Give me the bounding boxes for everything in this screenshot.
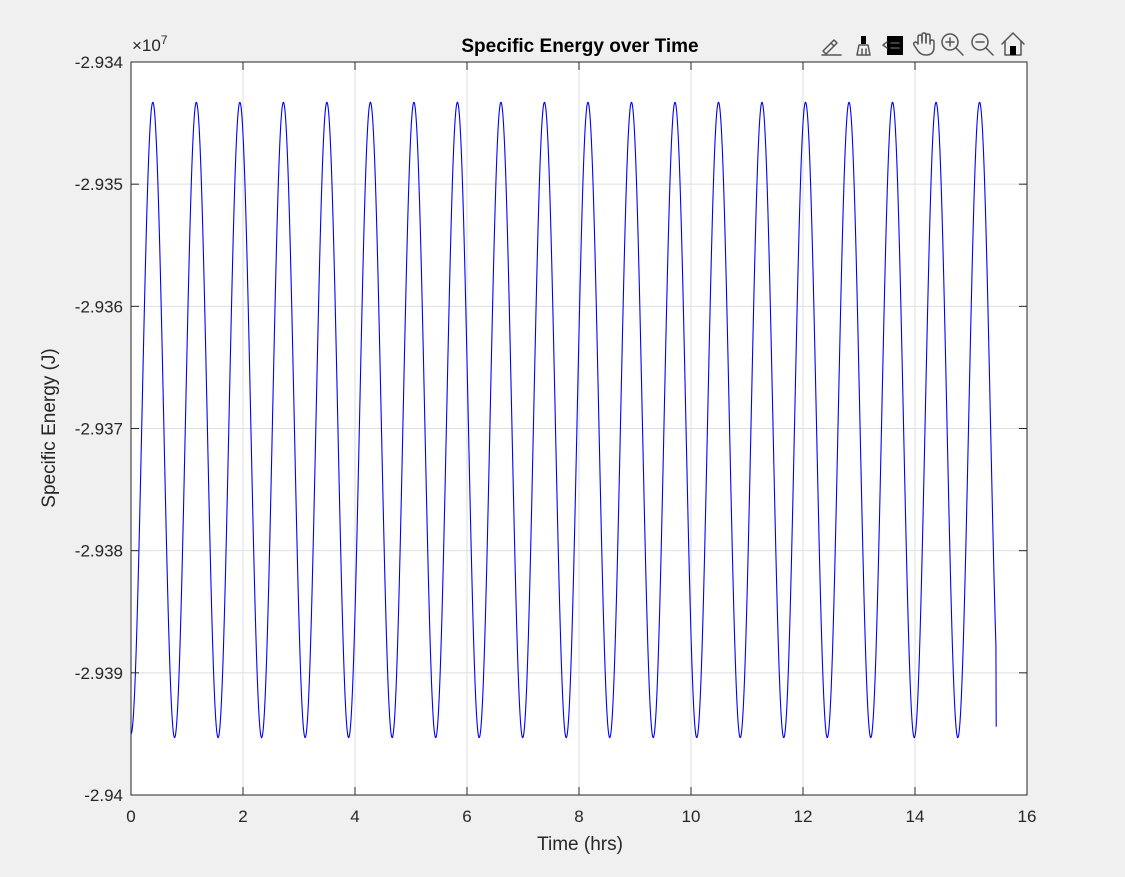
y-tick-labels: -2.94 -2.939 -2.938 -2.937 -2.936 -2.935 -2.93…	[75, 53, 123, 805]
y-tick-label: -2.935	[75, 175, 123, 194]
x-tick-labels: 0 2 4 6 8 10 12 14 16	[126, 807, 1036, 826]
edit-icon[interactable]	[819, 33, 843, 57]
x-tick-label: 6	[462, 807, 471, 826]
x-axis-label: Time (hrs)	[537, 834, 623, 855]
y-tick-label: -2.938	[75, 542, 123, 561]
axes-toolbar	[819, 31, 1026, 58]
zoom-out-icon[interactable]	[970, 32, 996, 58]
zoom-in-icon[interactable]	[940, 32, 966, 58]
home-icon[interactable]	[1000, 31, 1026, 57]
x-tick-label: 16	[1018, 807, 1037, 826]
ticks	[130, 61, 1028, 796]
brush-icon[interactable]	[852, 33, 876, 57]
y-tick-label: -2.934	[75, 53, 123, 72]
x-tick-label: 4	[350, 807, 359, 826]
x-tick-label: 8	[574, 807, 583, 826]
y-tick-label: -2.937	[75, 420, 123, 439]
y-tick-label: -2.94	[84, 786, 123, 805]
pan-hand-icon[interactable]	[911, 31, 935, 57]
x-tick-label: 12	[794, 807, 813, 826]
y-exponent-power: 7	[161, 33, 168, 47]
y-tick-label: -2.939	[75, 664, 123, 683]
x-tick-label: 2	[238, 807, 247, 826]
y-tick-label: -2.936	[75, 297, 123, 316]
series-layer	[130, 101, 997, 739]
data-tips-icon[interactable]	[881, 33, 905, 57]
x-tick-label: 14	[906, 807, 925, 826]
grid-lines	[131, 62, 1027, 795]
y-axis-label: Specific Energy (J)	[39, 348, 60, 507]
x-tick-label: 0	[126, 807, 135, 826]
x-tick-label: 10	[682, 807, 701, 826]
series-line	[130, 101, 997, 739]
y-exponent-label: ×107	[132, 33, 168, 55]
chart-title: Specific Energy over Time	[461, 36, 698, 57]
